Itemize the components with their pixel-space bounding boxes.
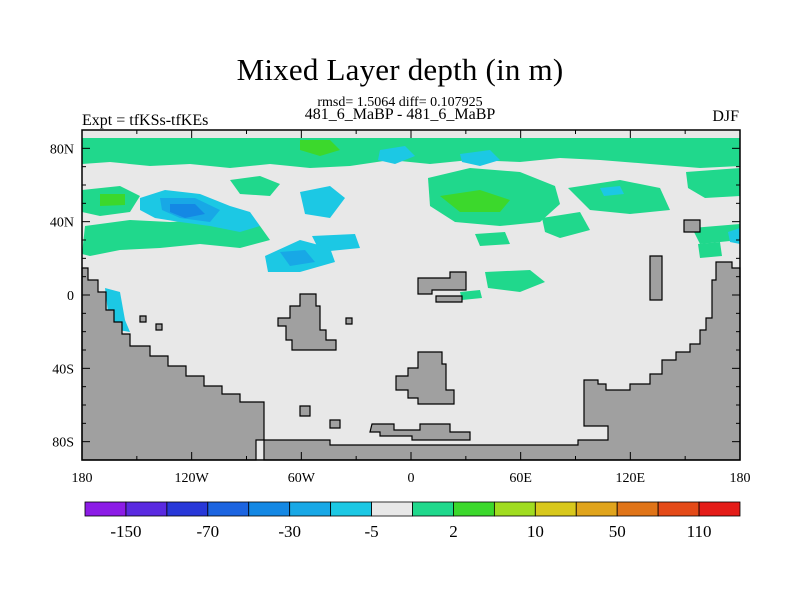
x-tick-label: 60E	[509, 471, 532, 486]
land-island-d	[329, 419, 341, 429]
colorbar-swatch	[493, 501, 536, 517]
stats-subtitle: rmsd= 1.5064 diff= 0.107925	[317, 95, 483, 110]
anomaly-positive-med	[475, 232, 510, 246]
y-tick-label: 80S	[52, 436, 74, 451]
anomaly-positive-arctic-patch	[300, 140, 340, 156]
anomaly-negative-tpac	[105, 288, 130, 332]
land-island-e	[155, 323, 163, 331]
anomaly-negative-subtrop-core	[280, 250, 315, 266]
land-island-g	[345, 317, 353, 325]
land-masks	[81, 219, 741, 461]
x-tick-label: 120W	[175, 471, 210, 486]
colorbar-swatch	[657, 501, 700, 517]
land-antarctica-west	[81, 267, 265, 461]
land-atlantic-block	[395, 351, 455, 405]
x-tick-label: 180	[72, 471, 93, 486]
land-atlantic-strip	[369, 423, 471, 441]
anomaly-negative-europe	[600, 186, 624, 196]
anomaly-negative-arctic2	[460, 150, 500, 166]
land-east-patch2	[435, 295, 463, 303]
land-island-b	[683, 219, 701, 233]
y-tick-label: 80N	[50, 142, 74, 157]
colorbar-label: 50	[609, 522, 626, 541]
land-pacific-block	[277, 293, 337, 351]
colorbar-swatch	[330, 501, 372, 517]
y-tick-labels: 80N 40N 0 40S 80S	[50, 142, 74, 450]
anomaly-positive-natl-small	[460, 290, 482, 300]
colorbar-swatch	[534, 501, 577, 517]
y-tick-label: 40S	[52, 362, 74, 377]
colorbar-label: -150	[110, 522, 141, 541]
colorbar-swatch	[166, 501, 209, 517]
comparison-label: 481_6_MaBP - 481_6_MaBP	[304, 106, 496, 123]
colorbar-swatch	[575, 501, 618, 517]
figure-title: Mixed Layer depth (in m)	[236, 52, 564, 87]
anomaly-positive-atl-sub	[542, 212, 590, 238]
colorbar-swatch	[289, 501, 332, 517]
x-ticks	[81, 130, 741, 460]
experiment-label: Expt = tfKSs-tfKEs	[82, 112, 209, 129]
colorbar-swatch	[453, 501, 495, 517]
colorbar-label: 2	[449, 522, 458, 541]
colorbar-label: -70	[196, 522, 219, 541]
anomaly-negative-arctic	[378, 146, 415, 164]
land-antarctica-east	[263, 261, 741, 461]
y-ticks	[82, 129, 740, 461]
land-island-a	[649, 255, 663, 301]
x-tick-label: 180	[730, 471, 751, 486]
y-tick-label: 0	[67, 289, 74, 304]
colorbar-swatch	[412, 501, 454, 517]
land-island-f	[139, 315, 147, 323]
land-island-c	[299, 405, 311, 417]
colorbar-label: 10	[527, 522, 544, 541]
anomaly-positive-npac	[82, 220, 270, 256]
anomaly-positive-wpac	[692, 224, 740, 244]
y-tick-label: 40N	[50, 216, 74, 231]
anomaly-positive-asia	[686, 168, 740, 198]
anomaly-positive-natl-tropic	[485, 270, 545, 292]
season-label: DJF	[712, 108, 739, 125]
colorbar-swatch	[207, 501, 250, 517]
x-tick-label: 120E	[616, 471, 646, 486]
colorbar-label: -5	[364, 522, 378, 541]
land-east-patch1	[417, 271, 467, 295]
colorbar-swatch	[698, 501, 741, 517]
colorbar-swatch	[248, 501, 291, 517]
anomaly-positive-io	[698, 242, 722, 258]
anomaly-positive-pac-east	[230, 176, 280, 196]
colorbar-swatch	[125, 501, 168, 517]
x-tick-labels: 180 120W 60W 0 60E 120E 180	[72, 471, 751, 486]
x-tick-label: 0	[408, 471, 415, 486]
anomaly-positive-npac-west-core	[100, 194, 125, 206]
colorbar-label: -30	[278, 522, 301, 541]
anomaly-negative-nepac	[300, 186, 345, 218]
anomaly-negative-npac-core	[170, 204, 205, 218]
anomaly-positive-europe	[568, 180, 670, 214]
anomaly-positive-natl-core	[440, 190, 510, 212]
colorbar-swatch	[371, 501, 413, 517]
colorbar-swatch	[84, 501, 127, 517]
colorbar: -150 -70 -30 -5 2 10 50 110	[84, 501, 741, 541]
colorbar-label: 110	[687, 522, 712, 541]
colorbar-swatch	[616, 501, 659, 517]
x-tick-label: 60W	[288, 471, 316, 486]
